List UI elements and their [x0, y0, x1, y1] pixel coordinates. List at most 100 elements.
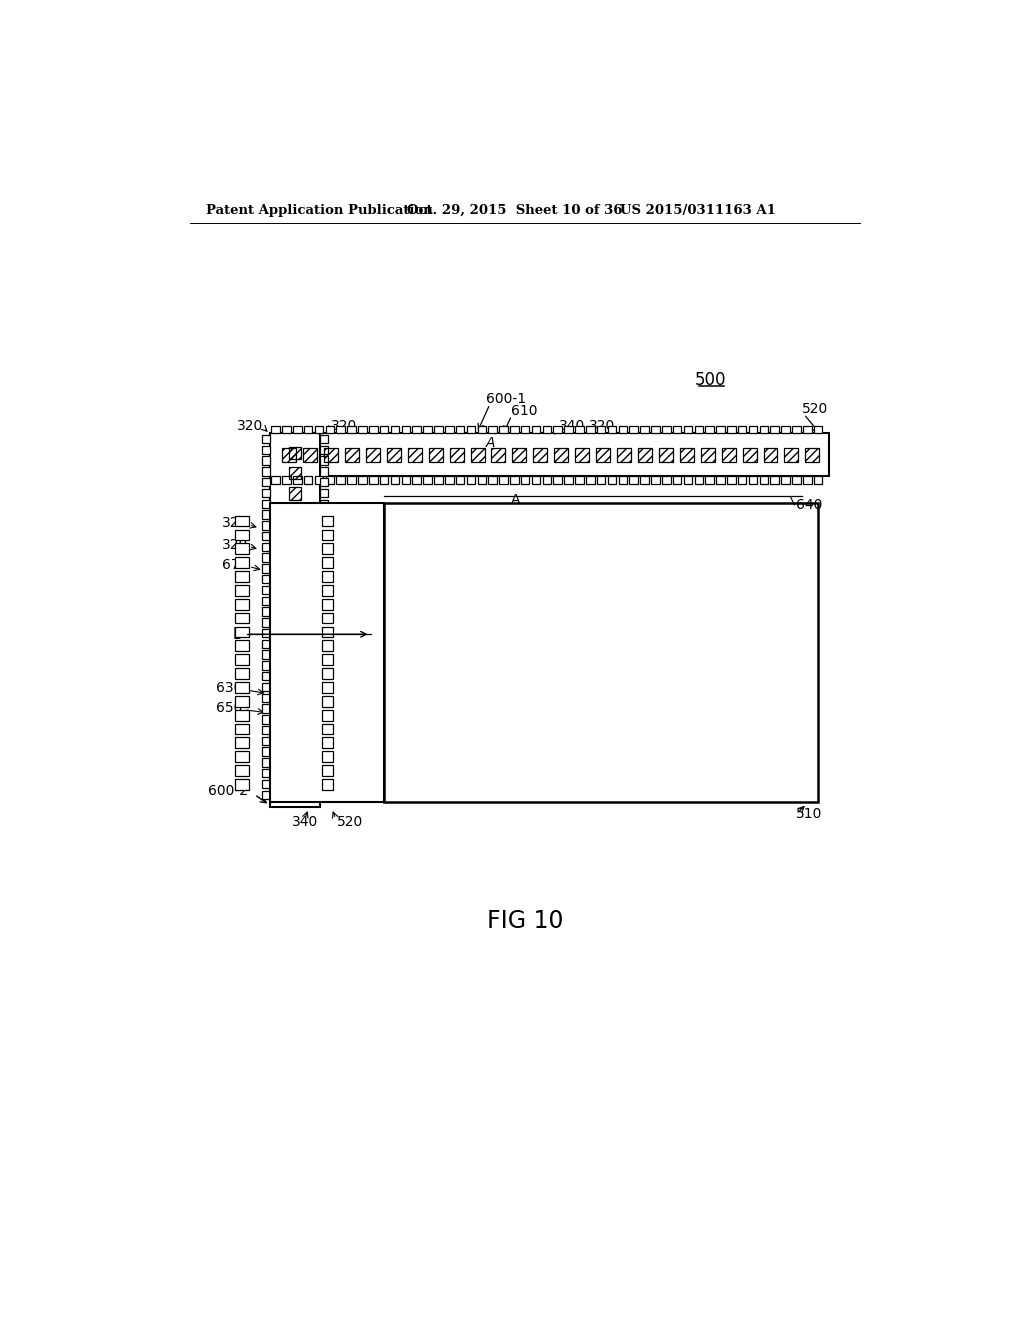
- Bar: [321, 715, 328, 723]
- Bar: [262, 737, 270, 744]
- Bar: [322, 544, 334, 554]
- Bar: [321, 586, 328, 594]
- Bar: [366, 447, 380, 462]
- Bar: [321, 693, 328, 702]
- Bar: [322, 627, 334, 638]
- Bar: [262, 553, 270, 562]
- Bar: [234, 557, 249, 568]
- Bar: [521, 425, 529, 433]
- Bar: [512, 447, 526, 462]
- Bar: [651, 477, 659, 484]
- Bar: [322, 655, 334, 665]
- Text: US 2015/0311163 A1: US 2015/0311163 A1: [621, 205, 776, 218]
- Bar: [262, 597, 270, 605]
- Bar: [488, 477, 497, 484]
- Bar: [630, 477, 638, 484]
- Bar: [803, 477, 812, 484]
- Bar: [234, 766, 249, 776]
- Bar: [321, 532, 328, 540]
- Bar: [321, 488, 328, 498]
- Bar: [262, 705, 270, 713]
- Bar: [321, 726, 328, 734]
- Bar: [814, 425, 822, 433]
- Bar: [289, 487, 301, 499]
- Bar: [321, 446, 328, 454]
- Bar: [283, 447, 296, 462]
- Bar: [321, 780, 328, 788]
- Text: Oct. 29, 2015  Sheet 10 of 36: Oct. 29, 2015 Sheet 10 of 36: [407, 205, 623, 218]
- Bar: [289, 507, 301, 520]
- Bar: [749, 425, 758, 433]
- Bar: [554, 447, 568, 462]
- Bar: [662, 477, 671, 484]
- Bar: [270, 433, 829, 477]
- Bar: [262, 618, 270, 627]
- Bar: [596, 447, 610, 462]
- Bar: [234, 655, 249, 665]
- Bar: [445, 477, 454, 484]
- Bar: [760, 425, 768, 433]
- Bar: [262, 467, 270, 475]
- Bar: [289, 587, 301, 599]
- Bar: [597, 425, 605, 433]
- Bar: [289, 788, 301, 800]
- Text: 520: 520: [337, 816, 364, 829]
- Text: 320: 320: [222, 539, 248, 552]
- Bar: [408, 447, 422, 462]
- Bar: [471, 447, 484, 462]
- Text: Patent Application Publication: Patent Application Publication: [206, 205, 432, 218]
- Bar: [401, 425, 410, 433]
- Bar: [289, 747, 301, 760]
- Bar: [322, 640, 334, 651]
- Bar: [289, 447, 301, 459]
- Bar: [706, 477, 714, 484]
- Bar: [770, 425, 779, 433]
- Bar: [384, 503, 818, 803]
- Bar: [262, 576, 270, 583]
- Bar: [234, 640, 249, 651]
- Bar: [234, 738, 249, 748]
- Bar: [289, 727, 301, 739]
- Text: 650: 650: [216, 701, 243, 715]
- Bar: [500, 477, 508, 484]
- Bar: [805, 447, 819, 462]
- Bar: [638, 447, 652, 462]
- Text: B: B: [232, 627, 243, 642]
- Text: 340: 340: [292, 816, 317, 829]
- Bar: [321, 564, 328, 573]
- Bar: [727, 477, 735, 484]
- Bar: [234, 544, 249, 554]
- Bar: [554, 425, 562, 433]
- Bar: [321, 543, 328, 552]
- Bar: [531, 477, 541, 484]
- Bar: [618, 477, 627, 484]
- Bar: [564, 477, 572, 484]
- Text: A: A: [486, 437, 496, 450]
- Bar: [262, 661, 270, 669]
- Bar: [262, 434, 270, 444]
- Bar: [262, 488, 270, 498]
- Bar: [322, 696, 334, 706]
- Bar: [658, 447, 673, 462]
- Bar: [321, 553, 328, 562]
- Bar: [618, 425, 627, 433]
- Bar: [575, 447, 589, 462]
- Bar: [803, 425, 812, 433]
- Bar: [262, 446, 270, 454]
- Bar: [500, 425, 508, 433]
- Text: FIG 10: FIG 10: [486, 908, 563, 933]
- Bar: [793, 477, 801, 484]
- Bar: [322, 766, 334, 776]
- Bar: [293, 477, 302, 484]
- Bar: [262, 747, 270, 756]
- Bar: [289, 627, 301, 640]
- Bar: [289, 548, 301, 560]
- Text: 320: 320: [237, 420, 263, 433]
- Bar: [262, 715, 270, 723]
- Text: 630: 630: [337, 681, 364, 696]
- Bar: [234, 627, 249, 638]
- Bar: [434, 477, 442, 484]
- Bar: [694, 425, 703, 433]
- Bar: [607, 425, 616, 433]
- Bar: [262, 564, 270, 573]
